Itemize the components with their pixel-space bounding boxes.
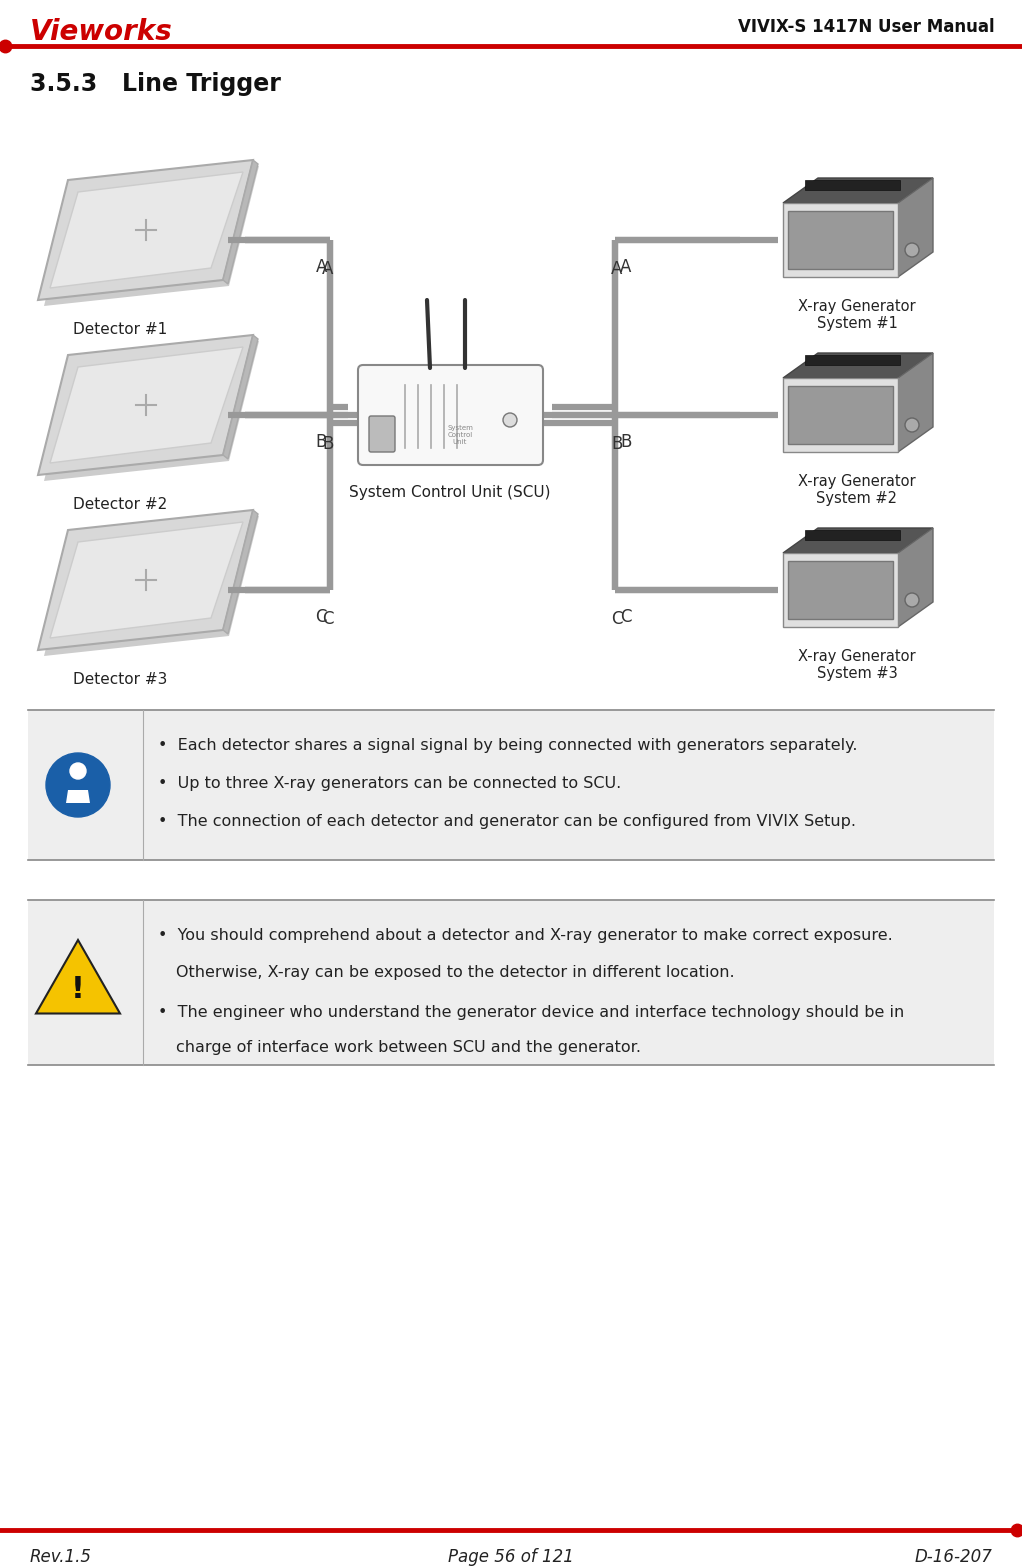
Text: X-ray Generator
System #3: X-ray Generator System #3: [798, 649, 916, 682]
Text: 3.5.3   Line Trigger: 3.5.3 Line Trigger: [30, 72, 281, 96]
Text: •  The connection of each detector and generator can be configured from VIVIX Se: • The connection of each detector and ge…: [158, 813, 856, 829]
Text: C: C: [322, 610, 334, 628]
Polygon shape: [50, 172, 243, 288]
Text: !: !: [72, 976, 85, 1004]
Text: VIVIX-S 1417N User Manual: VIVIX-S 1417N User Manual: [738, 17, 995, 36]
Polygon shape: [783, 378, 898, 451]
Polygon shape: [38, 509, 253, 650]
FancyBboxPatch shape: [369, 415, 394, 451]
Text: C: C: [611, 610, 622, 628]
Polygon shape: [66, 790, 90, 802]
Text: Page 56 of 121: Page 56 of 121: [448, 1548, 574, 1565]
FancyBboxPatch shape: [788, 385, 893, 443]
Polygon shape: [805, 530, 900, 541]
Polygon shape: [783, 553, 898, 627]
FancyBboxPatch shape: [788, 561, 893, 619]
Polygon shape: [898, 528, 933, 627]
Text: B: B: [322, 436, 334, 453]
Text: Rev.1.5: Rev.1.5: [30, 1548, 92, 1565]
Polygon shape: [36, 940, 120, 1014]
Text: D-16-207: D-16-207: [914, 1548, 992, 1565]
Text: A: A: [316, 259, 327, 276]
Text: System Control Unit (SCU): System Control Unit (SCU): [350, 486, 551, 500]
Polygon shape: [50, 346, 243, 462]
Text: charge of interface work between SCU and the generator.: charge of interface work between SCU and…: [176, 1040, 641, 1055]
Text: •  Up to three X-ray generators can be connected to SCU.: • Up to three X-ray generators can be co…: [158, 776, 621, 791]
Polygon shape: [44, 166, 259, 306]
Text: Detector #2: Detector #2: [73, 497, 168, 512]
Text: •  You should comprehend about a detector and X-ray generator to make correct ex: • You should comprehend about a detector…: [158, 928, 893, 943]
Polygon shape: [223, 160, 258, 284]
Polygon shape: [223, 509, 258, 635]
Bar: [28, 899, 994, 1066]
Text: A: A: [620, 259, 632, 276]
Polygon shape: [223, 335, 258, 459]
Polygon shape: [38, 335, 253, 475]
Polygon shape: [783, 353, 933, 378]
Circle shape: [905, 418, 919, 432]
Bar: [28, 710, 994, 860]
Text: B: B: [316, 432, 327, 451]
Text: Detector #1: Detector #1: [73, 321, 168, 337]
Text: System
Control
Unit: System Control Unit: [447, 425, 473, 445]
Polygon shape: [44, 516, 259, 657]
Circle shape: [905, 243, 919, 257]
Polygon shape: [805, 356, 900, 365]
Polygon shape: [898, 179, 933, 277]
Circle shape: [905, 592, 919, 606]
Polygon shape: [38, 160, 253, 299]
FancyBboxPatch shape: [358, 365, 543, 465]
Text: •  The engineer who understand the generator device and interface technology sho: • The engineer who understand the genera…: [158, 1004, 904, 1020]
Text: C: C: [316, 608, 327, 625]
Polygon shape: [783, 204, 898, 277]
Text: B: B: [620, 432, 632, 451]
Polygon shape: [783, 179, 933, 204]
Text: B: B: [611, 436, 622, 453]
Text: C: C: [620, 608, 632, 625]
Circle shape: [69, 763, 86, 779]
Text: X-ray Generator
System #1: X-ray Generator System #1: [798, 299, 916, 331]
Text: •  Each detector shares a signal signal by being connected with generators separ: • Each detector shares a signal signal b…: [158, 738, 857, 754]
Text: Otherwise, X-ray can be exposed to the detector in different location.: Otherwise, X-ray can be exposed to the d…: [176, 965, 735, 979]
Polygon shape: [783, 528, 933, 553]
Polygon shape: [44, 342, 259, 481]
Text: Vieworks: Vieworks: [30, 17, 173, 45]
Text: A: A: [322, 260, 334, 277]
Circle shape: [46, 754, 110, 816]
Text: Detector #3: Detector #3: [73, 672, 168, 686]
Text: A: A: [611, 260, 622, 277]
Polygon shape: [805, 180, 900, 190]
FancyBboxPatch shape: [788, 212, 893, 270]
Polygon shape: [50, 522, 243, 638]
Text: X-ray Generator
System #2: X-ray Generator System #2: [798, 473, 916, 506]
Polygon shape: [898, 353, 933, 451]
Circle shape: [503, 414, 517, 426]
